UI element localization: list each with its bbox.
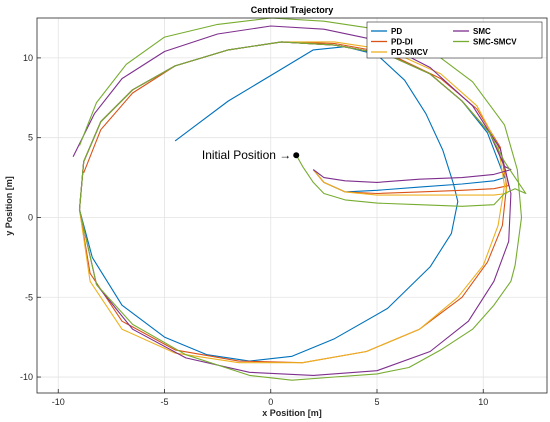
axis-ticks: -10 -5 0 5 10 -10 -5 0 5 10: [20, 53, 488, 407]
legend-label: PD-SMCV: [391, 48, 429, 57]
x-tick-label: 5: [374, 397, 379, 407]
chart-title: Centroid Trajectory: [251, 5, 334, 15]
y-tick-label: -10: [20, 372, 33, 382]
series-line-smc-smcv: [78, 17, 527, 381]
series-line-pd-smcv: [78, 41, 508, 364]
y-tick-label: 10: [23, 53, 33, 63]
x-tick-label: -5: [160, 397, 168, 407]
legend-label: PD: [391, 27, 402, 36]
x-tick-label: 10: [478, 397, 488, 407]
marker-layer: [293, 152, 300, 159]
x-tick-label: 0: [268, 397, 273, 407]
y-tick-label: -5: [25, 292, 33, 302]
legend-box: [366, 21, 543, 59]
y-tick-label: 5: [28, 133, 33, 143]
legend-label: SMC-SMCV: [473, 38, 517, 47]
x-tick-label: -10: [52, 397, 65, 407]
legend-label: SMC: [473, 27, 491, 36]
y-axis-label: y Position [m]: [4, 176, 14, 236]
initial-position-marker: [293, 152, 300, 159]
series-line-pd: [78, 41, 506, 362]
y-tick-label: 0: [28, 212, 33, 222]
plot-frame: [36, 17, 548, 394]
plot-area: [37, 18, 547, 393]
initial-position-annotation: Initial Position →: [202, 148, 291, 162]
plot-series: [72, 17, 527, 381]
legend-label: PD-DI: [391, 38, 413, 47]
x-axis-label: x Position [m]: [262, 408, 322, 418]
